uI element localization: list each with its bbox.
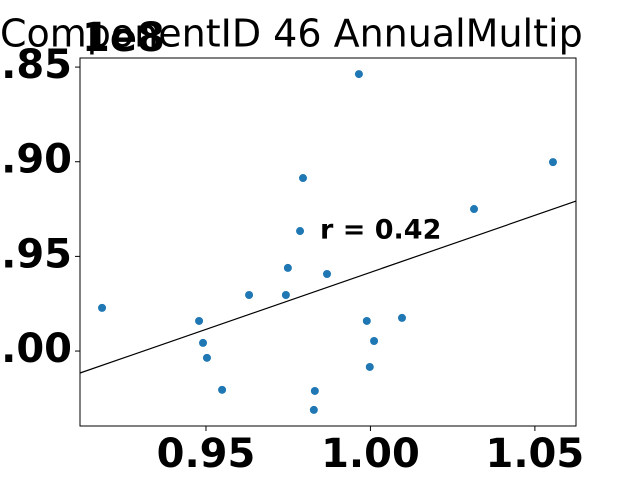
y-tick-label: −1.90: [0, 137, 72, 183]
point: [98, 303, 107, 312]
point: [398, 313, 407, 322]
point: [310, 386, 319, 395]
point: [296, 227, 305, 236]
x-tick-label: 1.05: [486, 431, 585, 477]
y-tick-label: −1.85: [0, 42, 72, 88]
point: [370, 337, 379, 346]
point: [548, 158, 557, 167]
y-tick-label: −1.95: [0, 231, 72, 277]
point: [362, 316, 371, 325]
x-tick-label: 1.00: [321, 431, 420, 477]
point: [283, 263, 292, 272]
fit-line: [79, 200, 577, 374]
plot-frame: [79, 57, 577, 427]
annotation: r = 0.42: [320, 215, 441, 246]
point: [218, 385, 227, 394]
point: [199, 338, 208, 347]
point: [365, 362, 374, 371]
point: [195, 316, 204, 325]
point: [309, 405, 318, 414]
point: [202, 353, 211, 362]
point: [281, 291, 290, 300]
point: [299, 174, 308, 183]
x-tick-label: 0.95: [157, 431, 256, 477]
point: [354, 70, 363, 79]
chart-title: ComponentID 46 AnnualMultip: [0, 12, 583, 56]
axis-offset: 1e8: [82, 15, 165, 61]
point: [245, 291, 254, 300]
point: [323, 269, 332, 278]
point: [470, 205, 479, 214]
y-tick-label: −2.00: [0, 326, 72, 372]
